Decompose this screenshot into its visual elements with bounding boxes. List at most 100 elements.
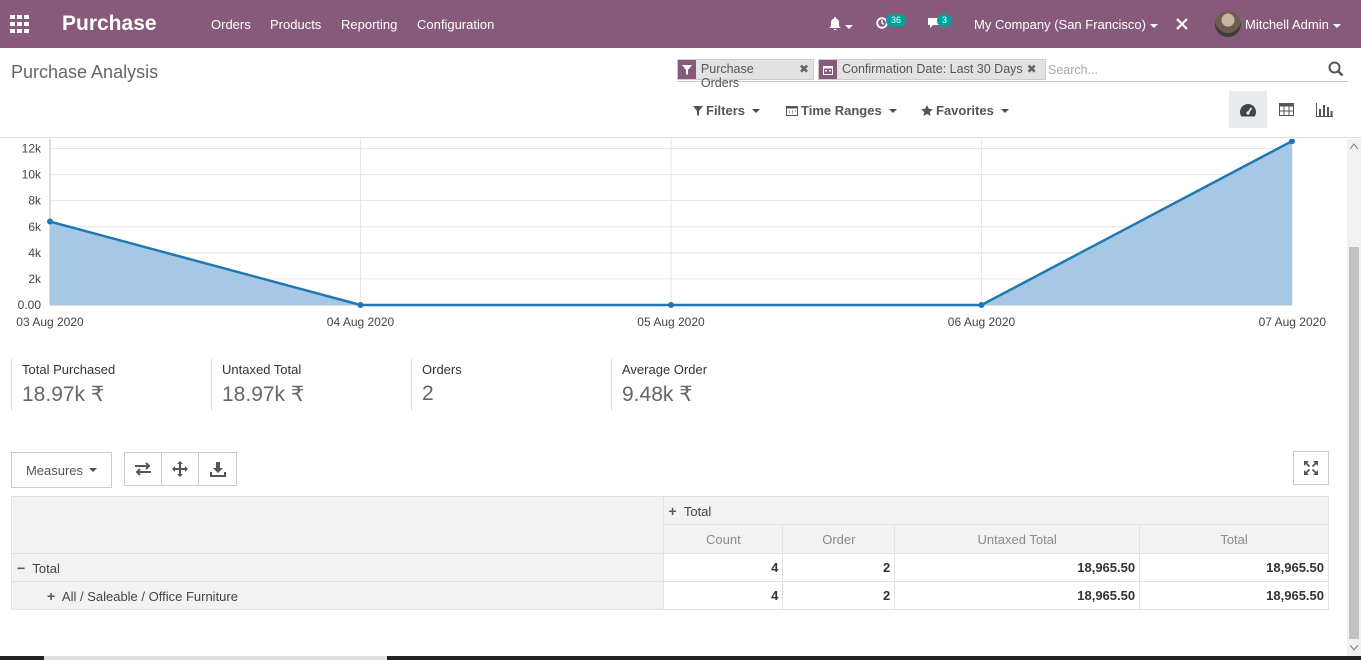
messages-button[interactable]: 3 bbox=[927, 14, 955, 33]
favorites-dropdown[interactable]: Favorites bbox=[921, 103, 1009, 118]
scrollbar-thumb[interactable] bbox=[1349, 247, 1359, 639]
x-tick-label: 07 Aug 2020 bbox=[1259, 315, 1327, 329]
kpi-value: 9.48k ₹ bbox=[622, 383, 693, 406]
facet-remove-icon[interactable]: ✖ bbox=[798, 62, 809, 76]
cell-order[interactable]: 2 bbox=[782, 553, 896, 582]
download-icon bbox=[209, 461, 226, 477]
col-header-label: Total bbox=[683, 503, 712, 519]
star-icon bbox=[921, 105, 933, 116]
horizontal-scroll-thumb[interactable] bbox=[44, 656, 387, 660]
scroll-down-icon[interactable] bbox=[1350, 645, 1358, 651]
pivot-row-header-total[interactable]: − Total bbox=[10, 553, 665, 582]
pivot-table: + Total Count Order Untaxed Total Total … bbox=[10, 496, 1329, 610]
cell-total[interactable]: 18,965.50 bbox=[1139, 553, 1329, 582]
y-tick-label: 12k bbox=[22, 142, 42, 156]
control-panel: Purchase Analysis Purchase Orders ✖ Conf… bbox=[0, 48, 1361, 138]
time-ranges-label: Time Ranges bbox=[801, 103, 882, 118]
dashboard-content: 0.00 2k 4k 6k 8k 10k 12k 03 Aug 2020 04 Aug 2020… bbox=[0, 139, 1347, 656]
activities-button[interactable]: 36 bbox=[876, 14, 907, 33]
exchange-icon bbox=[135, 462, 151, 476]
data-point bbox=[1289, 139, 1295, 145]
minus-icon: − bbox=[17, 559, 26, 576]
kpi-total-purchased[interactable]: Total Purchased 18.97k ₹ bbox=[11, 359, 211, 411]
page-title: Purchase Analysis bbox=[11, 62, 159, 82]
kpi-value: 18.97k ₹ bbox=[22, 383, 105, 406]
menu-orders[interactable]: Orders bbox=[211, 17, 251, 32]
measure-header-order[interactable]: Order bbox=[782, 524, 896, 554]
apps-menu-icon[interactable] bbox=[10, 15, 30, 33]
time-ranges-dropdown[interactable]: Time Ranges bbox=[786, 103, 897, 118]
tools-icon bbox=[1176, 18, 1188, 30]
filters-dropdown[interactable]: Filters bbox=[693, 103, 761, 118]
calendar-icon bbox=[819, 60, 837, 79]
expand-all-button[interactable] bbox=[161, 452, 199, 486]
menu-products[interactable]: Products bbox=[270, 17, 322, 32]
cell-total[interactable]: 18,965.50 bbox=[1139, 581, 1329, 610]
kpi-untaxed-total[interactable]: Untaxed Total 18.97k ₹ bbox=[211, 359, 411, 411]
cell-count[interactable]: 4 bbox=[663, 553, 784, 582]
pivot-corner bbox=[10, 496, 665, 554]
cell-untaxed-total[interactable]: 18,965.50 bbox=[894, 581, 1141, 610]
filter-icon bbox=[693, 105, 703, 116]
facet-remove-icon[interactable]: ✖ bbox=[1026, 62, 1037, 76]
pivot-row-header-office-furniture[interactable]: + All / Saleable / Office Furniture bbox=[10, 581, 665, 610]
arrows-icon bbox=[172, 461, 188, 477]
bell-icon bbox=[829, 17, 841, 30]
search-facet-purchase-orders[interactable]: Purchase Orders ✖ bbox=[677, 59, 814, 90]
vertical-scrollbar[interactable] bbox=[1347, 139, 1361, 656]
menu-configuration[interactable]: Configuration bbox=[417, 17, 495, 32]
search-input[interactable] bbox=[1048, 60, 1318, 80]
expand-icon bbox=[1304, 461, 1318, 475]
view-graph-button[interactable] bbox=[1305, 91, 1343, 128]
facet-label: Confirmation Date: Last 30 Days bbox=[842, 62, 1023, 76]
download-button[interactable] bbox=[198, 452, 237, 486]
x-tick-label: 05 Aug 2020 bbox=[637, 315, 705, 329]
x-tick-label: 04 Aug 2020 bbox=[327, 315, 395, 329]
data-point bbox=[668, 302, 674, 308]
messages-count-badge: 3 bbox=[937, 14, 953, 27]
filter-icon bbox=[678, 60, 696, 79]
measure-header-untaxed-total[interactable]: Untaxed Total bbox=[894, 524, 1141, 554]
measure-header-total[interactable]: Total bbox=[1139, 524, 1329, 554]
series-area bbox=[50, 141, 1292, 305]
search-bar: Purchase Orders ✖ Confirmation Date: Las… bbox=[677, 58, 1348, 90]
kpi-value: 2 bbox=[422, 382, 434, 405]
chat-icon bbox=[928, 18, 939, 28]
company-switcher[interactable]: My Company (San Francisco) bbox=[974, 17, 1158, 32]
kpi-average-order[interactable]: Average Order 9.48k ₹ bbox=[611, 359, 811, 411]
menu-reporting[interactable]: Reporting bbox=[341, 17, 398, 32]
flip-axis-button[interactable] bbox=[124, 452, 162, 486]
cell-order[interactable]: 2 bbox=[782, 581, 896, 610]
app-brand[interactable]: Purchase bbox=[62, 12, 157, 35]
y-tick-label: 0.00 bbox=[18, 298, 42, 312]
horizontal-scrollbar[interactable] bbox=[0, 656, 1361, 660]
scroll-up-icon[interactable] bbox=[1350, 143, 1358, 149]
kpi-orders[interactable]: Orders 2 bbox=[411, 359, 611, 411]
search-facet-confirmation-date[interactable]: Confirmation Date: Last 30 Days ✖ bbox=[818, 59, 1046, 80]
debug-tools-button[interactable] bbox=[1176, 18, 1188, 33]
search-icon[interactable] bbox=[1328, 61, 1344, 77]
view-pivot-button[interactable] bbox=[1267, 91, 1305, 128]
kpi-value: 18.97k ₹ bbox=[222, 383, 305, 406]
pivot-col-header-total[interactable]: + Total bbox=[663, 496, 1329, 525]
user-avatar[interactable] bbox=[1215, 11, 1241, 37]
dashboard-icon bbox=[1240, 103, 1256, 116]
measures-dropdown[interactable]: Measures bbox=[11, 452, 112, 488]
fullscreen-button[interactable] bbox=[1293, 451, 1329, 485]
kpi-label: Average Order bbox=[622, 362, 708, 377]
measure-header-count[interactable]: Count bbox=[663, 524, 784, 554]
y-tick-label: 8k bbox=[28, 194, 42, 208]
kpi-label: Orders bbox=[422, 362, 462, 377]
view-dashboard-button[interactable] bbox=[1229, 91, 1267, 128]
cell-count[interactable]: 4 bbox=[663, 581, 784, 610]
user-menu[interactable]: Mitchell Admin bbox=[1245, 17, 1341, 32]
notifications-button[interactable] bbox=[829, 17, 853, 33]
plus-icon: + bbox=[668, 502, 677, 519]
graph-icon bbox=[1315, 102, 1333, 117]
table-row: + All / Saleable / Office Furniture 4 2 … bbox=[10, 581, 1329, 610]
cell-untaxed-total[interactable]: 18,965.50 bbox=[894, 553, 1141, 582]
filters-label: Filters bbox=[706, 103, 746, 118]
activity-count-badge: 36 bbox=[886, 14, 907, 27]
kpi-label: Total Purchased bbox=[22, 362, 116, 377]
y-tick-label: 6k bbox=[28, 220, 42, 234]
